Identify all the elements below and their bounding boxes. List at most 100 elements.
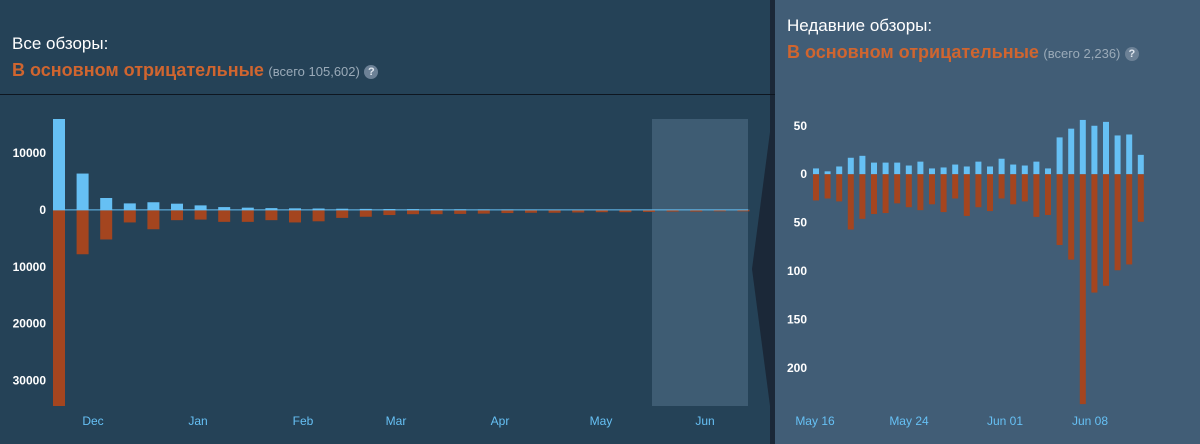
positive-bar[interactable] (312, 208, 325, 210)
positive-bar[interactable] (1045, 168, 1051, 175)
negative-bar[interactable] (824, 174, 831, 199)
negative-bar[interactable] (975, 174, 982, 208)
positive-bar[interactable] (813, 168, 819, 175)
negative-bar[interactable] (1137, 174, 1144, 222)
negative-bar[interactable] (847, 174, 854, 230)
positive-bar[interactable] (836, 166, 843, 175)
negative-bar[interactable] (123, 209, 136, 223)
positive-bar[interactable] (905, 165, 912, 175)
negative-bar[interactable] (987, 174, 993, 212)
negative-bar[interactable] (882, 174, 889, 214)
negative-bar[interactable] (894, 174, 901, 204)
negative-bar[interactable] (859, 174, 866, 219)
negative-bar[interactable] (929, 174, 935, 205)
help-icon[interactable]: ? (1124, 46, 1139, 61)
negative-bar[interactable] (525, 209, 537, 213)
negative-bar[interactable] (100, 209, 113, 240)
all-reviews-chart[interactable]: 10000 0 10000 20000 30000 Dec Jan Feb Mar Apr May J… (0, 0, 770, 444)
negative-bar[interactable] (690, 209, 703, 212)
negative-bar[interactable] (836, 174, 843, 202)
positive-bar[interactable] (1103, 121, 1109, 175)
positive-bar[interactable] (171, 203, 183, 210)
negative-bar[interactable] (53, 209, 65, 406)
positive-bar[interactable] (1079, 119, 1086, 175)
positive-bar[interactable] (100, 197, 113, 210)
positive-bar[interactable] (894, 162, 901, 175)
negative-bar[interactable] (666, 209, 679, 212)
negative-bar[interactable] (1010, 174, 1017, 205)
negative-bar[interactable] (241, 209, 254, 222)
negative-bar[interactable] (713, 209, 726, 212)
negative-bar[interactable] (359, 209, 372, 217)
negative-bar[interactable] (383, 209, 396, 216)
positive-bar[interactable] (987, 166, 993, 175)
negative-bar[interactable] (572, 209, 585, 213)
negative-bar[interactable] (737, 209, 750, 212)
positive-bar[interactable] (1010, 164, 1017, 175)
negative-bar[interactable] (218, 209, 231, 222)
negative-bar[interactable] (940, 174, 947, 213)
negative-bar[interactable] (1045, 174, 1051, 215)
positive-bar[interactable] (1068, 128, 1075, 175)
negative-bar[interactable] (501, 209, 514, 214)
negative-bar[interactable] (1091, 174, 1098, 293)
negative-bar[interactable] (194, 209, 207, 220)
positive-bar[interactable] (1021, 165, 1028, 175)
positive-bar[interactable] (218, 207, 231, 210)
negative-bar[interactable] (595, 209, 608, 213)
negative-bar[interactable] (76, 209, 89, 255)
positive-bar[interactable] (998, 158, 1005, 175)
positive-bar[interactable] (963, 166, 970, 175)
negative-bar[interactable] (477, 209, 490, 214)
positive-bar[interactable] (871, 162, 877, 175)
negative-bar[interactable] (643, 209, 655, 212)
positive-bar[interactable] (882, 162, 889, 175)
selection-highlight[interactable] (652, 119, 748, 406)
negative-bar[interactable] (871, 174, 877, 215)
positive-bar[interactable] (952, 164, 959, 175)
negative-bar[interactable] (917, 174, 924, 211)
positive-bar[interactable] (975, 161, 982, 175)
positive-bar[interactable] (1056, 137, 1063, 175)
positive-bar[interactable] (194, 205, 207, 210)
negative-bar[interactable] (430, 209, 443, 215)
negative-bar[interactable] (963, 174, 970, 216)
negative-bar[interactable] (905, 174, 912, 208)
positive-bar[interactable] (917, 161, 924, 175)
negative-bar[interactable] (952, 174, 959, 199)
positive-bar[interactable] (53, 119, 65, 210)
positive-bar[interactable] (359, 208, 372, 210)
positive-bar[interactable] (76, 173, 89, 210)
help-icon[interactable]: ? (364, 64, 379, 79)
positive-bar[interactable] (824, 171, 831, 175)
negative-bar[interactable] (1114, 174, 1121, 271)
positive-bar[interactable] (336, 208, 349, 210)
positive-bar[interactable] (289, 208, 301, 210)
positive-bar[interactable] (147, 202, 160, 210)
negative-bar[interactable] (619, 209, 632, 213)
negative-bar[interactable] (265, 209, 278, 221)
negative-bar[interactable] (1056, 174, 1063, 246)
negative-bar[interactable] (312, 209, 325, 222)
positive-bar[interactable] (123, 203, 136, 210)
positive-bar[interactable] (940, 167, 947, 175)
positive-bar[interactable] (241, 207, 254, 210)
negative-bar[interactable] (289, 209, 301, 223)
negative-bar[interactable] (1021, 174, 1028, 202)
negative-bar[interactable] (147, 209, 160, 230)
negative-bar[interactable] (813, 174, 819, 201)
negative-bar[interactable] (1103, 174, 1109, 286)
positive-bar[interactable] (1091, 125, 1098, 175)
positive-bar[interactable] (1126, 134, 1133, 175)
negative-bar[interactable] (1079, 174, 1086, 405)
negative-bar[interactable] (998, 174, 1005, 199)
positive-bar[interactable] (1114, 135, 1121, 175)
negative-bar[interactable] (1068, 174, 1075, 260)
negative-bar[interactable] (407, 209, 419, 215)
negative-bar[interactable] (548, 209, 561, 213)
negative-bar[interactable] (1033, 174, 1040, 217)
negative-bar[interactable] (1126, 174, 1133, 265)
positive-bar[interactable] (859, 155, 866, 175)
negative-bar[interactable] (336, 209, 349, 218)
positive-bar[interactable] (929, 168, 935, 175)
